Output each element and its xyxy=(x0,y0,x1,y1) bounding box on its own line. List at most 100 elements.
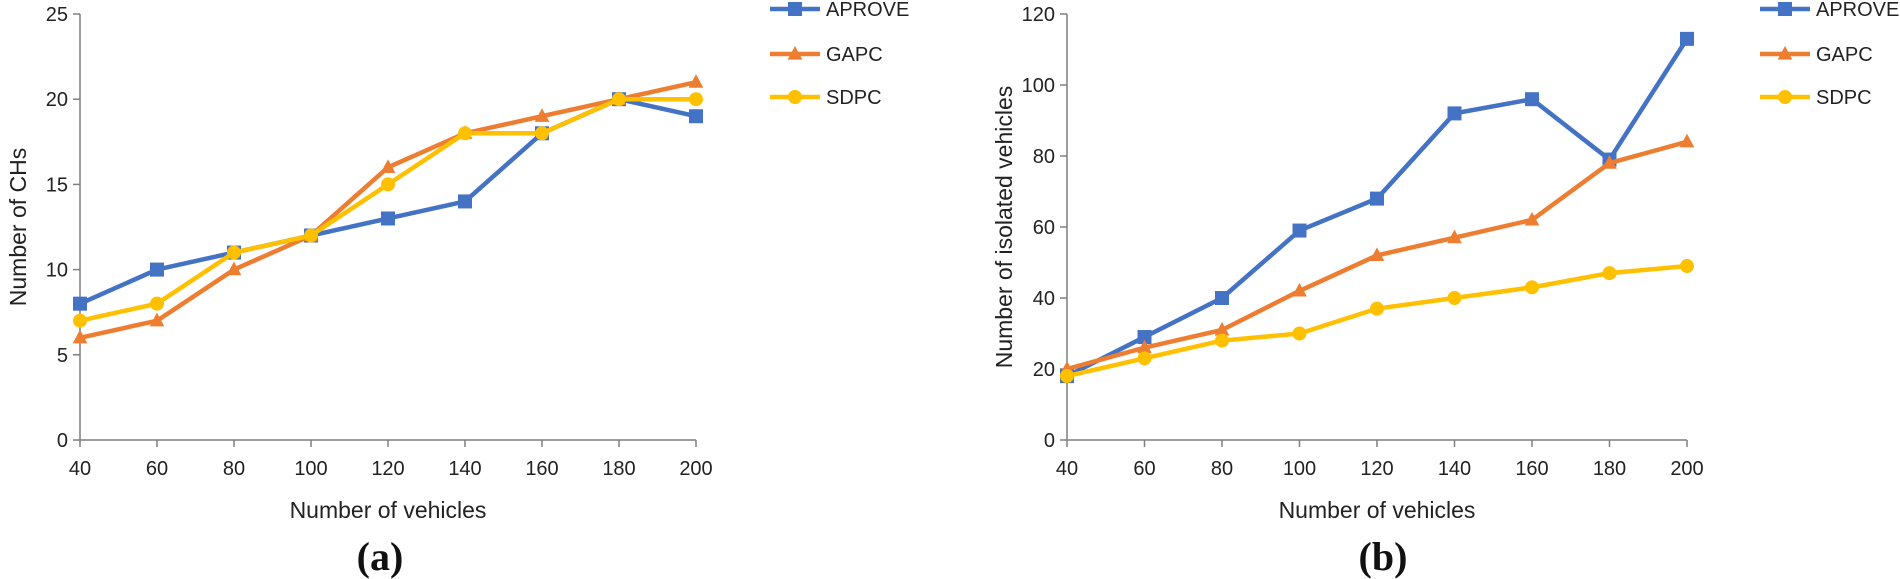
data-point xyxy=(1214,321,1230,336)
y-tick-label: 20 xyxy=(46,89,68,111)
data-point xyxy=(1292,223,1307,238)
x-tick-label: 140 xyxy=(1438,458,1471,480)
legend-item-gapc: GAPC xyxy=(770,44,883,66)
x-tick-label: 140 xyxy=(448,458,481,480)
x-tick-label: 100 xyxy=(294,458,327,480)
data-point xyxy=(787,45,803,60)
y-tick-label: 80 xyxy=(1033,146,1055,168)
data-point xyxy=(1680,31,1694,46)
legend-label: SDPC xyxy=(1816,87,1872,109)
data-point xyxy=(1215,291,1229,305)
y-tick-label: 10 xyxy=(46,260,68,282)
data-point xyxy=(1137,339,1152,354)
legend-label: GAPC xyxy=(826,44,883,66)
data-point xyxy=(1524,211,1540,226)
y-tick-label: 5 xyxy=(57,345,68,367)
y-tick-label: 20 xyxy=(1033,359,1055,381)
series-line xyxy=(79,96,697,306)
y-tick-label: 0 xyxy=(57,430,68,452)
data-point xyxy=(688,74,704,88)
x-tick-label: 160 xyxy=(525,458,558,480)
series-aprove xyxy=(1060,31,1694,384)
y-tick-label: 100 xyxy=(1022,75,1055,97)
data-point xyxy=(689,92,703,107)
y-tick-label: 40 xyxy=(1033,288,1055,310)
data-point xyxy=(150,262,164,277)
x-tick-label: 80 xyxy=(1211,458,1233,480)
data-point xyxy=(1778,90,1792,104)
x-tick-label: 200 xyxy=(1670,458,1703,480)
data-point xyxy=(788,90,802,104)
x-tick-label: 60 xyxy=(146,458,168,480)
data-point xyxy=(1370,191,1384,206)
x-axis-title: Number of vehicles xyxy=(1279,497,1476,523)
data-point xyxy=(1679,133,1695,148)
subfigure-caption: (a) xyxy=(357,534,404,579)
series-gapc xyxy=(72,74,704,344)
data-point xyxy=(1602,155,1617,169)
x-tick-label: 100 xyxy=(1283,458,1316,480)
data-point xyxy=(1602,266,1617,281)
chart-b: 0 20 40 60 80 100 120 40 60 80 100 120 140 160 180 200 N… xyxy=(991,0,1899,579)
x-tick-label: 180 xyxy=(602,458,635,480)
data-point xyxy=(1292,326,1307,341)
x-tick-label: 120 xyxy=(1360,458,1393,480)
y-tick-label: 0 xyxy=(1044,430,1055,452)
legend-item-sdpc: SDPC xyxy=(770,87,882,109)
data-point xyxy=(1292,282,1307,297)
data-point xyxy=(1447,291,1462,305)
data-point xyxy=(612,92,626,107)
series-line xyxy=(79,96,696,323)
data-point xyxy=(1447,229,1462,244)
data-point xyxy=(304,228,318,243)
x-tick-label: 200 xyxy=(679,458,712,480)
data-point xyxy=(150,296,164,311)
data-point xyxy=(1680,259,1694,274)
legend-label: SDPC xyxy=(826,87,882,109)
data-point xyxy=(1525,280,1539,295)
x-tick-label: 40 xyxy=(1056,458,1078,480)
legend-label: APROVE xyxy=(1816,0,1899,21)
data-point xyxy=(227,245,241,260)
legend-item-aprove: APROVE xyxy=(770,0,909,21)
data-point xyxy=(73,296,87,311)
data-point xyxy=(1137,330,1152,345)
chart-a: 0 5 10 15 20 25 40 60 80 100 120 140 160 180 200 Number… xyxy=(5,0,909,579)
data-point xyxy=(380,159,396,173)
x-tick-label: 120 xyxy=(371,458,404,480)
series-line xyxy=(1066,263,1688,379)
data-point xyxy=(788,2,802,16)
y-axis-title: Number of isolated vehicles xyxy=(991,86,1017,369)
y-tick-label: 15 xyxy=(46,174,68,196)
data-point xyxy=(1137,351,1152,366)
x-tick-label: 180 xyxy=(1593,458,1626,480)
x-tick-label: 60 xyxy=(1133,458,1155,480)
data-point xyxy=(1060,369,1074,384)
series-line xyxy=(1065,37,1689,379)
legend-label: APROVE xyxy=(826,0,909,21)
data-point xyxy=(226,261,242,276)
data-point xyxy=(73,313,87,328)
series-line xyxy=(79,79,697,340)
data-point xyxy=(689,109,703,124)
series-sdpc xyxy=(1060,259,1694,384)
x-tick-label: 80 xyxy=(223,458,245,480)
legend-item-sdpc: SDPC xyxy=(1760,87,1872,109)
data-point xyxy=(1370,301,1384,316)
y-axis-title: Number of CHs xyxy=(5,148,31,306)
data-point xyxy=(72,329,88,344)
data-point xyxy=(1778,2,1792,16)
y-tick-label: 25 xyxy=(46,4,68,26)
legend-item-aprove: APROVE xyxy=(1760,0,1899,21)
data-point xyxy=(1447,106,1462,121)
data-point xyxy=(458,194,472,209)
series-gapc xyxy=(1059,133,1695,375)
data-point xyxy=(1777,45,1793,60)
data-point xyxy=(1525,92,1539,107)
series-sdpc xyxy=(73,92,703,328)
x-tick-label: 40 xyxy=(69,458,91,480)
data-point xyxy=(1215,333,1229,348)
series-aprove xyxy=(73,92,703,311)
